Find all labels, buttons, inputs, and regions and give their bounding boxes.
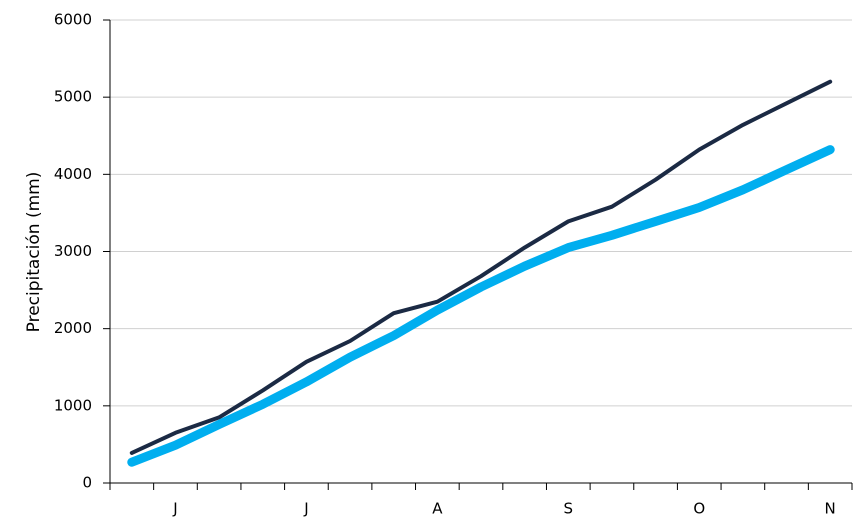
x-tick-label: A: [432, 500, 443, 518]
x-tick-label: S: [564, 500, 574, 518]
data-line: [129, 79, 833, 455]
y-tick-label: 4000: [54, 165, 92, 183]
x-tick-label: N: [825, 500, 836, 518]
x-tick-label: O: [693, 500, 705, 518]
y-tick-label: 6000: [54, 11, 92, 29]
y-tick-label: 2000: [54, 319, 92, 337]
x-tick-label: J: [303, 500, 308, 518]
y-tick-label: 0: [82, 474, 92, 492]
y-axis-label: Precipitación (mm): [24, 172, 44, 333]
y-tick-label: 1000: [54, 396, 92, 414]
y-tick-label: 5000: [54, 88, 92, 106]
data-line: [127, 145, 835, 467]
x-tick-label: J: [172, 500, 177, 518]
y-tick-label: 3000: [54, 242, 92, 260]
